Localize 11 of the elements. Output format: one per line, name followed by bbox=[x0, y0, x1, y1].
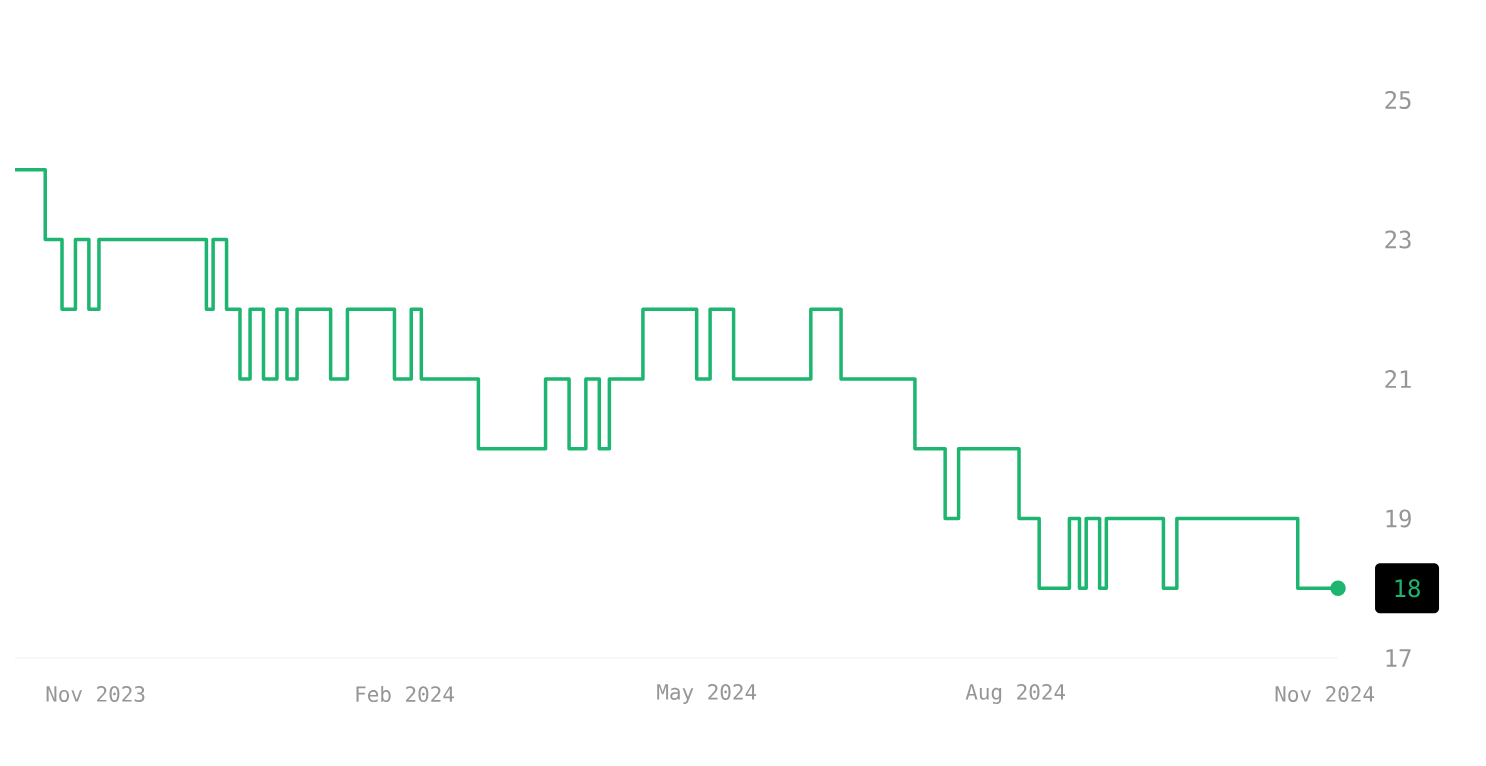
y-tick-label: 19 bbox=[1386, 509, 1411, 528]
x-tick-label: Feb 2024 bbox=[356, 685, 454, 703]
y-tick-label: 23 bbox=[1385, 230, 1411, 249]
x-tick-label: Nov 2024 bbox=[1275, 686, 1374, 702]
y-tick-label: 21 bbox=[1385, 370, 1411, 388]
x-tick-label: Nov 2023 bbox=[46, 686, 145, 702]
x-tick-label: Aug 2024 bbox=[965, 683, 1066, 705]
y-tick-label: 25 bbox=[1385, 90, 1411, 110]
annotation: 18 bbox=[1395, 579, 1420, 598]
x-tick-label: May 2024 bbox=[657, 684, 757, 704]
y-tick-label: 17 bbox=[1386, 649, 1411, 667]
